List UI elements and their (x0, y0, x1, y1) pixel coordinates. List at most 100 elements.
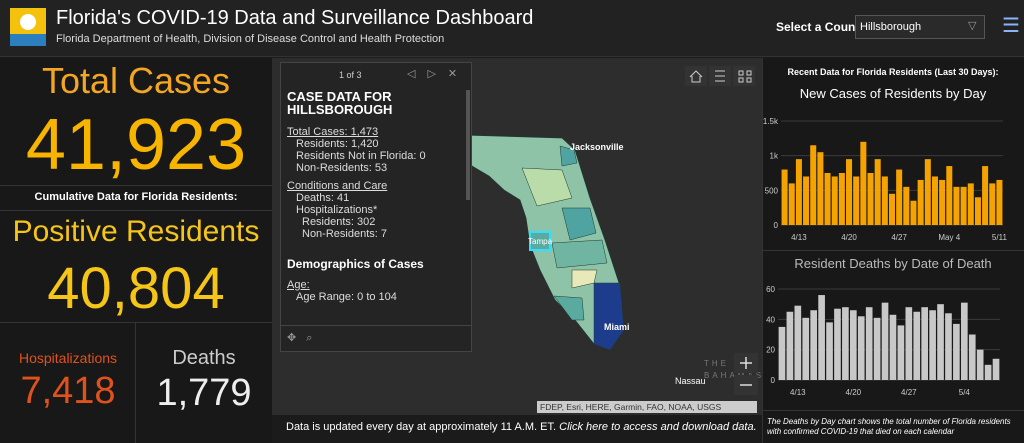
bar (953, 186, 960, 225)
bar (968, 334, 976, 380)
bar (960, 302, 968, 380)
popup-line: Deaths: 41 (296, 192, 350, 204)
grid-icon (738, 70, 752, 83)
bar (960, 186, 967, 225)
y-tick-label: 0 (774, 221, 779, 230)
scrollbar (466, 90, 470, 200)
left-panel (0, 58, 272, 443)
x-tick-label: 5/4 (959, 388, 971, 397)
bar (913, 311, 921, 380)
total-cases: 41,923 (25, 105, 247, 185)
bar (888, 193, 896, 225)
bar (867, 173, 874, 225)
bar (788, 183, 795, 225)
x-tick-label: 4/20 (841, 233, 857, 242)
bar (857, 316, 865, 380)
bar (834, 308, 841, 380)
bar (818, 295, 825, 380)
chart: 0 20 40 60 4/13 4/20 4/27 5/4 (766, 285, 1000, 397)
bar (974, 197, 981, 225)
bar (842, 307, 849, 380)
popup-line: Residents: 302 (302, 216, 376, 228)
section-heading: Demographics of Cases (287, 257, 424, 271)
popup-line: Residents Not in Florida: 0 (296, 150, 426, 162)
y-tick-label: 0 (771, 376, 776, 385)
bar (810, 145, 817, 225)
bar (992, 358, 1000, 380)
bar (874, 159, 881, 225)
update-text: Data is updated every day at approximate… (286, 421, 557, 433)
bar (896, 169, 903, 225)
city-label: Tampa (528, 237, 553, 246)
bar (860, 141, 867, 225)
bar (982, 166, 989, 225)
hillsborough (529, 231, 551, 251)
bar (781, 169, 788, 225)
bar (929, 310, 936, 380)
y-tick-label: 60 (766, 285, 775, 294)
zoom-icons (740, 357, 752, 386)
chart-title: New Cases of Residents by Day (799, 86, 987, 101)
popup-line: Non-Residents: 53 (296, 162, 388, 174)
bar (910, 200, 917, 225)
popup-tools[interactable]: ✥⌕ (287, 332, 323, 344)
bar (989, 183, 996, 225)
positive: 40,804 (47, 256, 225, 321)
y-tick-label: 20 (766, 346, 775, 355)
bar (939, 179, 946, 225)
bar (905, 307, 913, 380)
bar (931, 176, 938, 225)
county (571, 269, 598, 289)
county (551, 239, 608, 269)
county-dropdown[interactable]: Hillsborough ▽ (855, 15, 985, 39)
county (521, 167, 573, 207)
bar (778, 326, 786, 380)
download-link[interactable]: Click here to access and download data. (559, 421, 757, 433)
county-label: Select a County (776, 20, 867, 34)
bar (803, 176, 810, 225)
bar (810, 310, 818, 380)
footer (272, 415, 762, 443)
bar (953, 323, 960, 380)
bar (967, 183, 974, 225)
bar (826, 322, 833, 380)
x-tick-label: May 4 (938, 233, 960, 242)
x-tick-label: 4/27 (891, 233, 907, 242)
home-button[interactable] (685, 66, 707, 86)
bar (853, 176, 860, 225)
deaths: 1,779 (156, 372, 252, 414)
bar (824, 173, 831, 225)
bar (817, 152, 824, 225)
bar (945, 313, 952, 380)
right-heading: Recent Data for Florida Residents (Last … (787, 67, 999, 77)
bar (881, 302, 889, 380)
title: Florida's COVID-19 Data and Surveillance… (56, 7, 534, 29)
x-tick-label: 4/13 (790, 388, 806, 397)
attribution-bar (537, 401, 757, 413)
y-tick-label: 1.5k (763, 117, 779, 126)
bar (984, 364, 992, 380)
attribution: FDEP, Esri, HERE, Garmin, FAO, NOAA, USG… (540, 402, 722, 412)
county (593, 282, 625, 351)
y-tick-label: 1k (770, 152, 779, 161)
update-note: Data is updated every day at approximate… (286, 421, 757, 433)
popup-nav[interactable]: ◁▷✕ (407, 68, 470, 80)
city-label: Nassau (675, 376, 706, 386)
deaths-label: Deaths (172, 347, 236, 369)
y-tick-label: 500 (765, 186, 779, 195)
bar (924, 159, 931, 225)
menu-button[interactable]: ☰ (1002, 15, 1020, 37)
x-tick-label: 4/13 (791, 233, 807, 242)
basemap-button[interactable] (733, 66, 755, 86)
popup-line: Non-Residents: 7 (302, 228, 387, 240)
section-heading: Total Cases: 1,473 (287, 126, 379, 138)
bar (903, 186, 910, 225)
city-label: Jacksonville (570, 142, 624, 152)
header (0, 0, 1024, 57)
bar (873, 317, 881, 380)
x-tick-label: 5/11 (992, 233, 1008, 242)
chart-title: Resident Deaths by Date of Death (794, 256, 992, 271)
county (559, 145, 578, 167)
region-label: THE (704, 359, 729, 368)
